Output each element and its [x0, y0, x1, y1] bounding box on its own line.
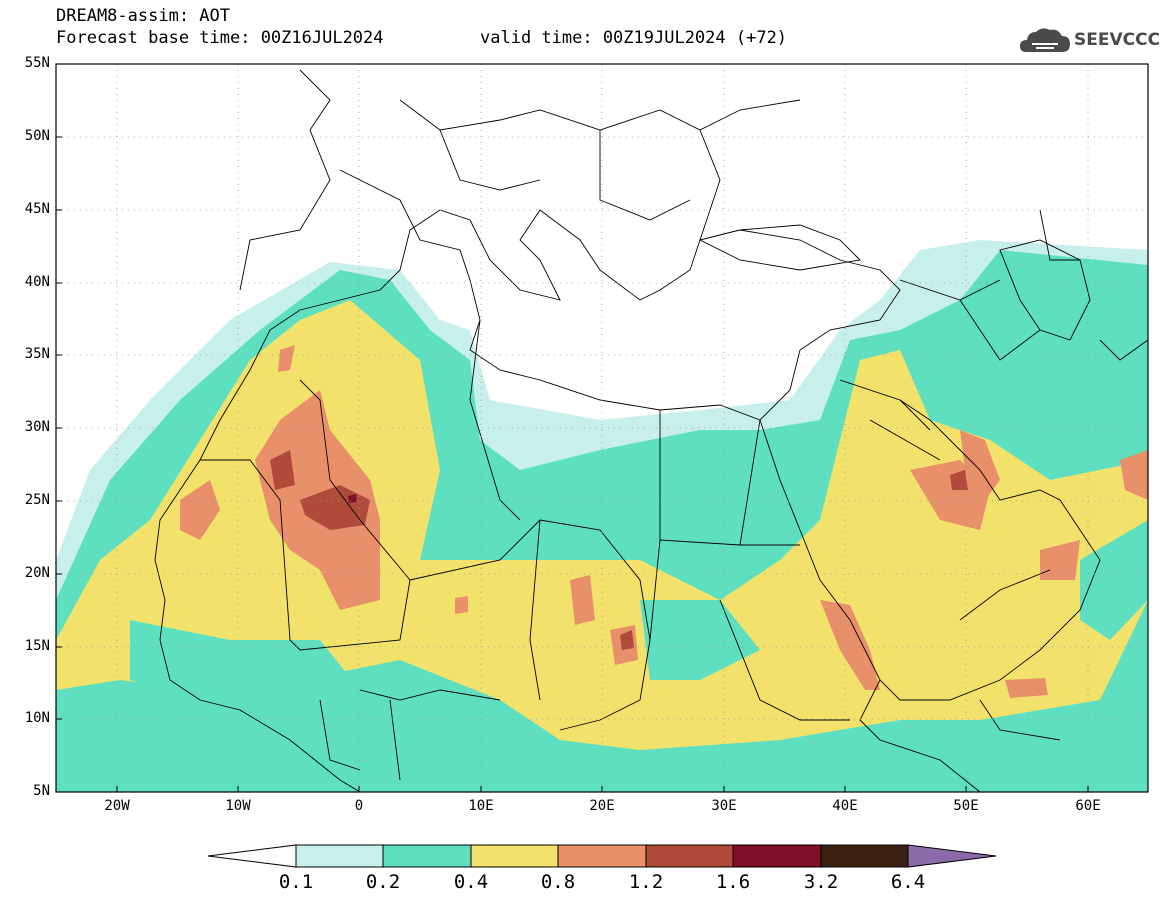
colorbar-swatch-0-8: [557, 844, 647, 868]
colorbar-swatch-0-1: [295, 844, 384, 868]
aot-band-0-8: [180, 480, 220, 540]
graticule: [56, 64, 1148, 792]
lon-label-20e: 20E: [589, 798, 615, 814]
lon-label-10w: 10W: [225, 798, 251, 814]
lat-label-15n: 15N: [24, 638, 50, 654]
colorbar-swatch-0-4: [470, 844, 559, 868]
aot-band-0-8: [960, 430, 1000, 500]
coastlines: [154, 69, 1148, 792]
colorbar-low-arrow: [207, 844, 297, 868]
lon-label-40e: 40E: [832, 798, 858, 814]
aot-band-1-2: [620, 630, 634, 650]
logo-text: SEEVCCC: [1074, 30, 1161, 50]
colorbar-label-1-6: 1.6: [715, 871, 751, 893]
colorbar-label-0-4: 0.4: [453, 871, 489, 893]
aot-band-0-8: [820, 600, 880, 690]
aot-band-0-8: [278, 345, 295, 372]
axis-ticks: [56, 63, 1089, 792]
lon-label-10e: 10E: [468, 798, 494, 814]
colorbar-swatch-3-2: [820, 844, 909, 868]
valid-time: valid time: 00Z19JUL2024 (+72): [480, 28, 788, 48]
aot-band-1-2: [950, 470, 968, 490]
lon-label-30e: 30E: [711, 798, 737, 814]
colorbar-label-0-2: 0.2: [365, 871, 401, 893]
aot-band-0-2-inner: [130, 620, 360, 700]
colorbar-label-1-2: 1.2: [628, 871, 664, 893]
lon-label-0: 0: [354, 798, 364, 814]
aot-band-0-4: [56, 300, 1148, 750]
colorbar-label-0-8: 0.8: [540, 871, 576, 893]
aot-band-0-8: [455, 596, 468, 614]
forecast-base-time: Forecast base time: 00Z16JUL2024: [56, 28, 384, 48]
lat-label-20n: 20N: [24, 565, 50, 581]
lat-label-40n: 40N: [24, 274, 50, 290]
aot-band-0-2-inner: [1080, 520, 1148, 640]
lat-label-5n: 5N: [33, 783, 50, 799]
colorbar-label-6-4: 6.4: [890, 871, 926, 893]
aot-band-0-8: [570, 575, 595, 625]
lat-label-50n: 50N: [24, 128, 50, 144]
aot-band-0-8: [1120, 450, 1148, 500]
lon-label-50e: 50E: [953, 798, 979, 814]
lon-label-60e: 60E: [1075, 798, 1101, 814]
lat-label-25n: 25N: [24, 492, 50, 508]
lat-label-10n: 10N: [24, 710, 50, 726]
lat-label-55n: 55N: [24, 55, 50, 71]
aot-band-1-2: [270, 450, 295, 490]
cloud-logo-icon: [1020, 28, 1070, 52]
lat-label-30n: 30N: [24, 419, 50, 435]
colorbar-swatch-1-6: [732, 844, 822, 868]
lat-label-45n: 45N: [24, 201, 50, 217]
colorbar-label-3-2: 3.2: [803, 871, 839, 893]
aot-band-0-8: [1005, 678, 1048, 698]
colorbar-swatch-1-2: [645, 844, 734, 868]
colorbar-swatch-0-2: [382, 844, 472, 868]
lat-label-35n: 35N: [24, 346, 50, 362]
map-title: DREAM8-assim: AOT: [56, 6, 230, 26]
aot-band-0-2-inner: [640, 600, 760, 680]
colorbar: [207, 844, 997, 868]
colorbar-label-0-1: 0.1: [278, 871, 314, 893]
colorbar-high-arrow: [907, 844, 997, 868]
lon-label-20w: 20W: [104, 798, 130, 814]
